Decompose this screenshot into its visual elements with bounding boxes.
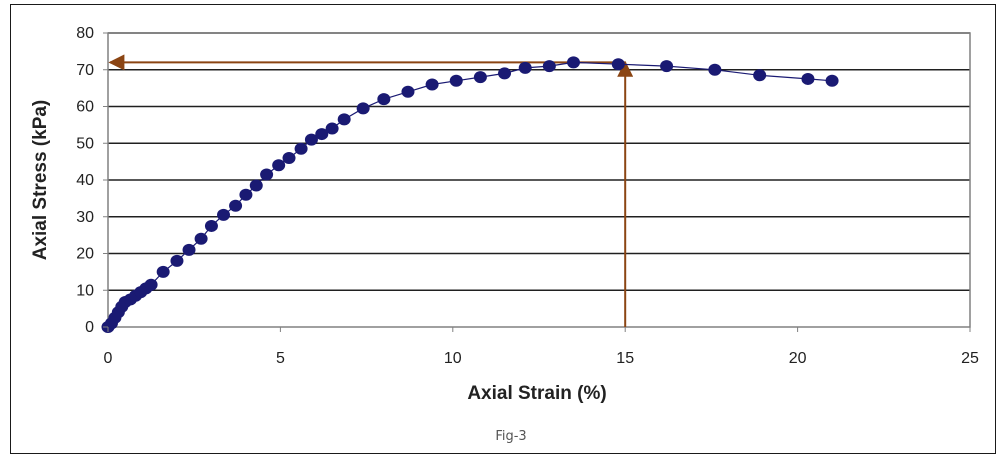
y-tick-label: 60 — [76, 99, 94, 116]
data-point — [708, 63, 722, 76]
data-point — [239, 188, 253, 201]
data-point — [660, 60, 674, 73]
data-point — [294, 142, 308, 155]
data-point — [217, 208, 231, 221]
grid-layer — [108, 32, 970, 291]
data-point — [282, 151, 296, 164]
y-tick-label: 50 — [76, 135, 94, 152]
y-tick-label: 70 — [76, 62, 94, 79]
x-tick-label: 10 — [444, 350, 462, 367]
data-point — [356, 102, 370, 115]
data-point — [182, 243, 196, 256]
reference-arrows — [108, 54, 634, 327]
data-point — [377, 93, 391, 106]
y-tick-label: 20 — [76, 246, 94, 263]
data-point — [518, 61, 532, 74]
data-point — [194, 232, 208, 245]
y-tick-label: 0 — [85, 319, 94, 336]
x-tick-labels: 0 5 10 15 20 25 — [104, 327, 979, 367]
y-axis-title: Axial Stress (kPa) — [30, 100, 51, 261]
data-point — [315, 128, 329, 141]
data-point — [260, 168, 274, 181]
y-tick-label: 80 — [76, 25, 94, 42]
data-point — [229, 199, 243, 212]
data-point — [425, 78, 439, 91]
data-point — [611, 58, 625, 71]
data-point — [498, 67, 512, 80]
data-point — [401, 85, 415, 98]
series-fit-line — [107, 61, 833, 328]
data-point — [144, 278, 158, 291]
data-point — [449, 74, 463, 87]
data-point — [325, 122, 339, 135]
data-point — [249, 179, 263, 192]
x-tick-label: 0 — [104, 350, 113, 367]
data-point — [156, 265, 170, 278]
figure-caption: Fig-3 — [495, 429, 526, 444]
data-point — [272, 159, 286, 172]
data-point — [753, 69, 767, 82]
data-point — [566, 56, 580, 69]
y-tick-label: 30 — [76, 209, 94, 226]
data-point — [801, 72, 815, 85]
data-point — [337, 113, 351, 126]
y-tick-label: 10 — [76, 282, 94, 299]
x-tick-label: 5 — [276, 350, 285, 367]
x-tick-label: 20 — [789, 350, 807, 367]
x-axis-title: Axial Strain (%) — [467, 383, 606, 404]
x-tick-label: 15 — [616, 350, 634, 367]
y-tick-label: 40 — [76, 172, 94, 189]
data-point — [542, 60, 556, 73]
data-point — [170, 254, 184, 267]
data-point — [204, 219, 218, 232]
y-tick-labels: 0 10 20 30 40 50 60 70 80 — [76, 25, 108, 336]
data-point — [304, 133, 318, 146]
data-points — [101, 56, 839, 333]
data-point — [825, 74, 839, 87]
data-point — [473, 71, 487, 84]
x-tick-label: 25 — [961, 350, 979, 367]
